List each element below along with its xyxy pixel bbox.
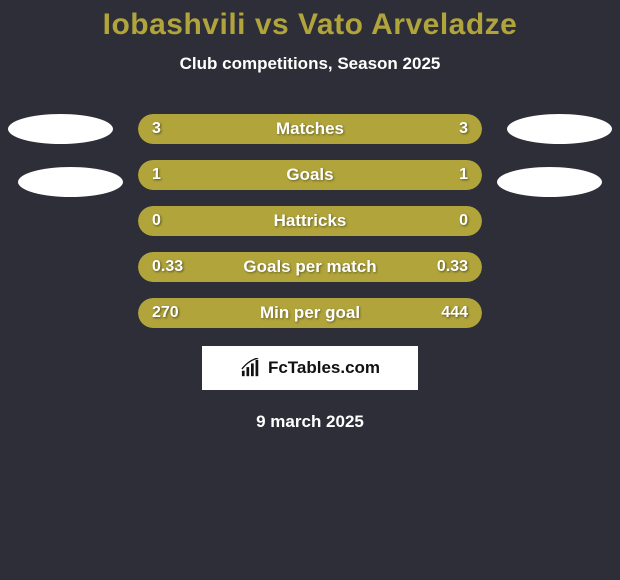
chart-icon: [240, 358, 262, 378]
stat-value-right: 3: [459, 114, 468, 144]
stat-label: Matches: [138, 114, 482, 144]
stat-row: 3 Matches 3: [138, 114, 482, 144]
stat-label: Hattricks: [138, 206, 482, 236]
stat-value-right: 0: [459, 206, 468, 236]
stats-area: 3 Matches 3 1 Goals 1 0 Hattricks 0 0.: [0, 114, 620, 328]
stat-value-right: 1: [459, 160, 468, 190]
stat-value-right: 444: [441, 298, 468, 328]
stat-row: 0 Hattricks 0: [138, 206, 482, 236]
comparison-container: Iobashvili vs Vato Arveladze Club compet…: [0, 0, 620, 432]
stat-row: 270 Min per goal 444: [138, 298, 482, 328]
brand-logo: FcTables.com: [202, 346, 418, 390]
player-right-avatar-1: [507, 114, 612, 144]
stat-label: Min per goal: [138, 298, 482, 328]
stat-label: Goals per match: [138, 252, 482, 282]
page-title: Iobashvili vs Vato Arveladze: [0, 8, 620, 42]
player-left-avatar-1: [8, 114, 113, 144]
brand-text: FcTables.com: [268, 358, 380, 378]
subtitle: Club competitions, Season 2025: [0, 54, 620, 74]
player-left-avatar-2: [18, 167, 123, 197]
stat-label: Goals: [138, 160, 482, 190]
player-right-avatar-2: [497, 167, 602, 197]
stat-row: 0.33 Goals per match 0.33: [138, 252, 482, 282]
stat-row: 1 Goals 1: [138, 160, 482, 190]
stat-value-right: 0.33: [437, 252, 468, 282]
stat-rows: 3 Matches 3 1 Goals 1 0 Hattricks 0 0.: [138, 114, 482, 328]
date-label: 9 march 2025: [0, 412, 620, 432]
